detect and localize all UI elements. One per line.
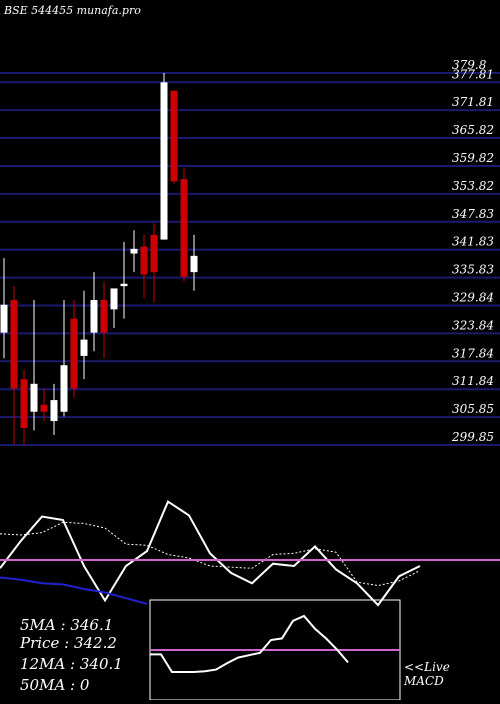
candle-body-4 — [40, 404, 48, 412]
stat-price-value: 342.2 — [73, 634, 117, 652]
stat-50ma-label: 50MA — [20, 676, 66, 694]
candle-body-13 — [130, 248, 138, 254]
stat-50ma: 50MA : 0 — [20, 676, 90, 694]
candle-5 — [50, 383, 58, 435]
oscillator-panel — [0, 500, 500, 607]
candle-14 — [140, 234, 148, 298]
oscillator-line-1 — [0, 521, 421, 587]
candle-body-14 — [140, 246, 148, 275]
y-tick-label-5: 353.82 — [452, 179, 494, 193]
candle-9 — [90, 272, 98, 352]
y-tick-label-0: 379.8 — [452, 58, 487, 72]
stat-5ma: 5MA : 346.1 — [20, 616, 114, 634]
candle-body-0 — [0, 304, 8, 333]
oscillator-line-0 — [0, 500, 421, 607]
candle-2 — [20, 369, 28, 446]
stat-price: Price : 342.2 — [20, 634, 117, 652]
y-tick-label-2: 371.81 — [452, 95, 494, 109]
stat-12ma-label: 12MA — [20, 655, 66, 673]
candle-10 — [100, 281, 108, 359]
y-tick-label-14: 299.85 — [451, 430, 494, 444]
candle-body-1 — [10, 300, 18, 389]
candle-body-12 — [120, 283, 128, 287]
candle-body-17 — [170, 90, 178, 182]
candle-body-8 — [80, 339, 88, 356]
macd-line — [150, 614, 349, 673]
stat-price-label: Price — [20, 634, 60, 652]
candle-body-19 — [190, 255, 198, 273]
candle-16 — [160, 73, 168, 240]
stat-12ma: 12MA : 340.1 — [20, 655, 123, 673]
candle-body-3 — [30, 383, 38, 412]
y-tick-label-9: 329.84 — [452, 290, 494, 304]
candle-1 — [10, 286, 18, 445]
y-tick-label-11: 317.84 — [452, 346, 494, 360]
candle-body-2 — [20, 379, 28, 429]
y-tick-label-3: 365.82 — [452, 123, 494, 137]
price-grid — [0, 72, 500, 446]
y-tick-label-4: 359.82 — [452, 151, 494, 165]
candle-17 — [170, 90, 178, 184]
y-tick-label-13: 305.85 — [452, 402, 494, 416]
oscillator-line-2 — [0, 576, 148, 605]
candle-11 — [110, 288, 118, 328]
candle-19 — [190, 234, 198, 291]
candle-layer — [0, 73, 198, 446]
candle-body-10 — [100, 300, 108, 333]
candle-body-11 — [110, 288, 118, 310]
stat-12ma-value: 340.1 — [79, 655, 123, 673]
candle-7 — [70, 300, 78, 398]
y-tick-label-7: 341.83 — [452, 235, 494, 249]
candle-body-18 — [180, 179, 188, 277]
candle-body-16 — [160, 82, 168, 240]
y-tick-label-6: 347.83 — [452, 207, 494, 221]
candle-body-5 — [50, 400, 58, 422]
y-tick-label-12: 311.84 — [452, 374, 494, 388]
candle-12 — [120, 241, 128, 319]
candle-6 — [60, 300, 68, 417]
macd-label: MACD — [404, 674, 444, 688]
candle-18 — [180, 167, 188, 282]
candle-13 — [130, 230, 138, 273]
chart-title: BSE 544455 munafa.pro — [3, 4, 141, 17]
stat-5ma-value: 346.1 — [70, 616, 114, 634]
candle-4 — [40, 388, 48, 422]
candle-15 — [150, 223, 158, 303]
candle-3 — [30, 300, 38, 431]
y-tick-label-10: 323.84 — [452, 318, 494, 332]
candle-body-15 — [150, 234, 158, 273]
stat-5ma-label: 5MA — [20, 616, 56, 634]
candle-8 — [80, 290, 88, 380]
y-tick-label-1: 377.81 — [452, 67, 494, 81]
stat-50ma-value: 0 — [79, 676, 90, 694]
candle-body-7 — [70, 318, 78, 389]
macd-live-label: <<Live — [404, 660, 450, 674]
candle-0 — [0, 258, 8, 359]
candle-body-9 — [90, 300, 98, 333]
y-tick-label-8: 335.83 — [452, 263, 494, 277]
candle-body-6 — [60, 365, 68, 412]
